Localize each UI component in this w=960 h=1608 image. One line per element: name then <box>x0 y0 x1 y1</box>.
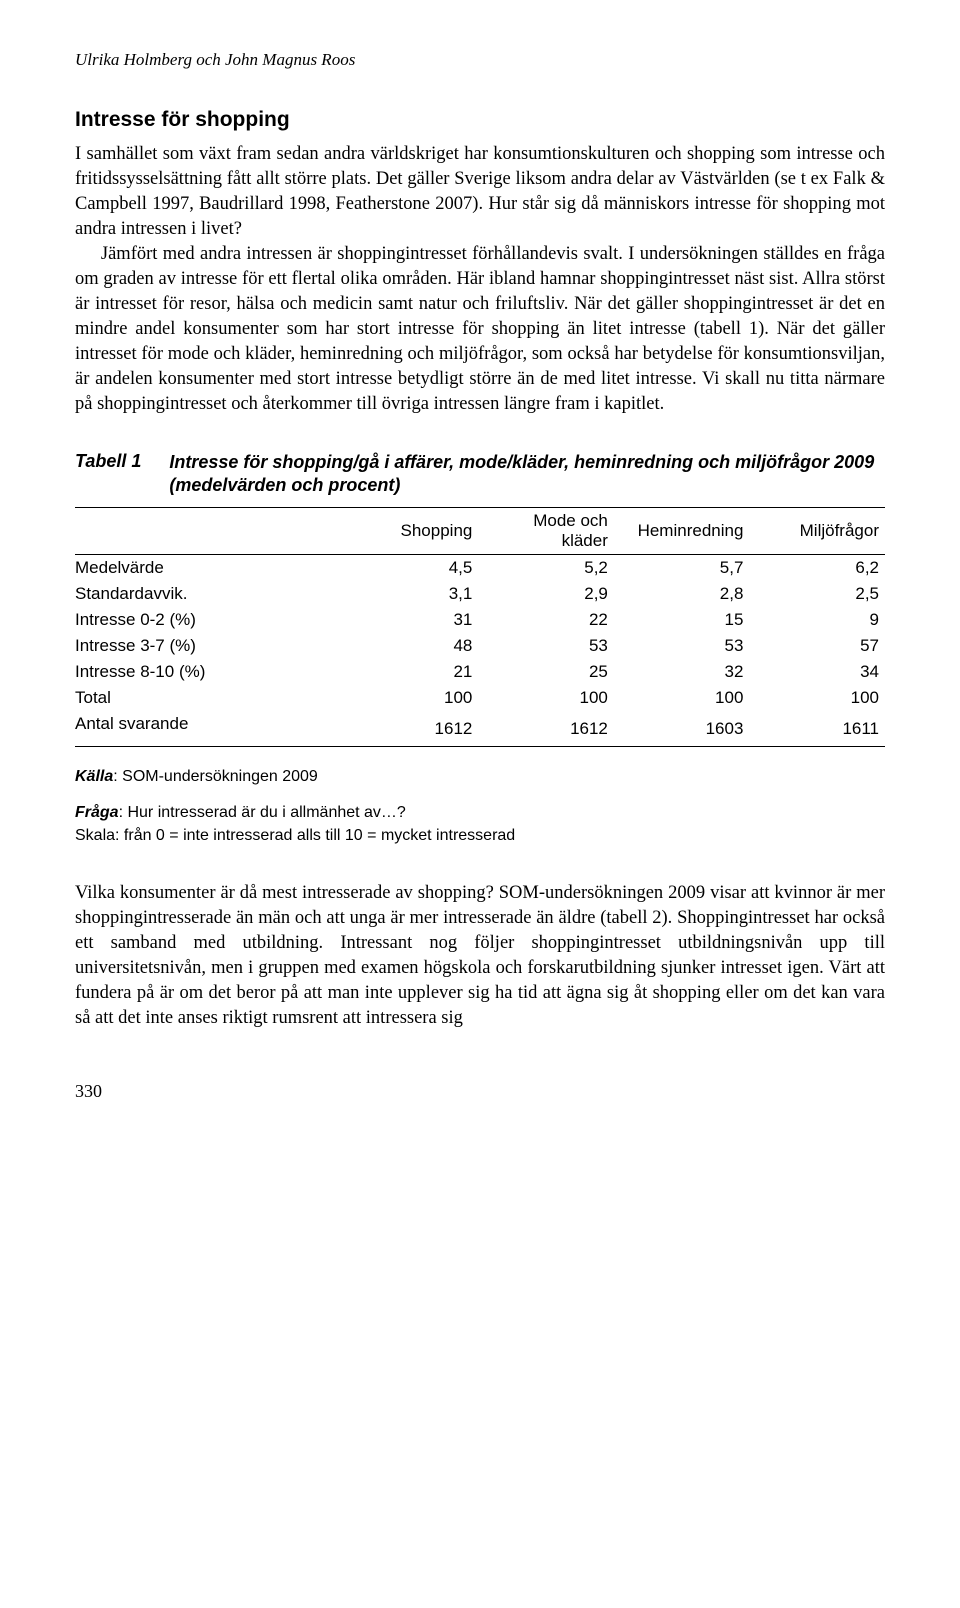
table-cell: 100 <box>343 685 479 711</box>
table-cell: 1603 <box>614 711 750 747</box>
running-head: Ulrika Holmberg och John Magnus Roos <box>75 50 885 70</box>
table-cell: 1611 <box>749 711 885 747</box>
table-cell: 31 <box>343 607 479 633</box>
table-cell: 100 <box>614 685 750 711</box>
table-header-row: Shopping Mode och kläder Heminredning Mi… <box>75 508 885 555</box>
table-cell: Standardavvik. <box>75 581 343 607</box>
table-cell: 2,5 <box>749 581 885 607</box>
table-header-cell: Miljöfrågor <box>749 508 885 555</box>
table-1-block: Tabell 1 Intresse för shopping/gå i affä… <box>75 451 885 847</box>
body-paragraph-1: I samhället som växt fram sedan andra vä… <box>75 142 885 242</box>
table-cell: Intresse 8-10 (%) <box>75 659 343 685</box>
table-cell: 100 <box>749 685 885 711</box>
question-label: Fråga <box>75 804 119 821</box>
table-header-cell: Shopping <box>343 508 479 555</box>
table-cell: 4,5 <box>343 555 479 582</box>
table-title: Intresse för shopping/gå i affärer, mode… <box>169 451 885 498</box>
table-cell: 3,1 <box>343 581 479 607</box>
table-cell: 6,2 <box>749 555 885 582</box>
table-header-cell <box>75 508 343 555</box>
table-cell: 15 <box>614 607 750 633</box>
table-row: Intresse 0-2 (%) 31 22 15 9 <box>75 607 885 633</box>
table-cell: 22 <box>478 607 614 633</box>
table-title-row: Tabell 1 Intresse för shopping/gå i affä… <box>75 451 885 498</box>
table-question-line: Fråga: Hur intresserad är du i allmänhet… <box>75 801 885 824</box>
source-label: Källa <box>75 768 113 785</box>
table-cell: 53 <box>478 633 614 659</box>
table-cell: 25 <box>478 659 614 685</box>
table-row: Medelvärde 4,5 5,2 5,7 6,2 <box>75 555 885 582</box>
source-text: : SOM-undersökningen 2009 <box>113 768 318 785</box>
table-cell: 48 <box>343 633 479 659</box>
table-row: Standardavvik. 3,1 2,9 2,8 2,5 <box>75 581 885 607</box>
page-number: 330 <box>75 1081 885 1102</box>
table-row: Intresse 3-7 (%) 48 53 53 57 <box>75 633 885 659</box>
table-cell: 2,9 <box>478 581 614 607</box>
table-cell: 32 <box>614 659 750 685</box>
table-cell: Total <box>75 685 343 711</box>
question-text: : Hur intresserad är du i allmänhet av…? <box>119 804 406 821</box>
table-cell: 5,2 <box>478 555 614 582</box>
table-label: Tabell 1 <box>75 451 169 472</box>
table-cell: 21 <box>343 659 479 685</box>
table-cell: Intresse 3-7 (%) <box>75 633 343 659</box>
table-cell: 2,8 <box>614 581 750 607</box>
table-cell: 5,7 <box>614 555 750 582</box>
table-cell: Medelvärde <box>75 555 343 582</box>
table-cell: 1612 <box>343 711 479 747</box>
table-cell: 53 <box>614 633 750 659</box>
table-source-block: Källa: SOM-undersökningen 2009 Fråga: Hu… <box>75 765 885 847</box>
table-row: Total 100 100 100 100 <box>75 685 885 711</box>
table-header-cell: Mode och kläder <box>478 508 614 555</box>
table-row: Antal svarande 1612 1612 1603 1611 <box>75 711 885 747</box>
table-cell: 100 <box>478 685 614 711</box>
table-source-line: Källa: SOM-undersökningen 2009 <box>75 765 885 788</box>
table-cell: Intresse 0-2 (%) <box>75 607 343 633</box>
table-cell: Antal svarande <box>75 711 343 747</box>
table-scale-line: Skala: från 0 = inte intresserad alls ti… <box>75 824 885 847</box>
body-paragraph-2: Jämfört med andra intressen är shoppingi… <box>75 242 885 417</box>
section-heading: Intresse för shopping <box>75 108 885 132</box>
body-paragraph-3: Vilka konsumenter är då mest intresserad… <box>75 881 885 1031</box>
table-cell: 1612 <box>478 711 614 747</box>
table-header-cell: Heminredning <box>614 508 750 555</box>
table-row: Intresse 8-10 (%) 21 25 32 34 <box>75 659 885 685</box>
table-cell: 34 <box>749 659 885 685</box>
table-cell: 9 <box>749 607 885 633</box>
table-1: Shopping Mode och kläder Heminredning Mi… <box>75 507 885 747</box>
table-cell: 57 <box>749 633 885 659</box>
